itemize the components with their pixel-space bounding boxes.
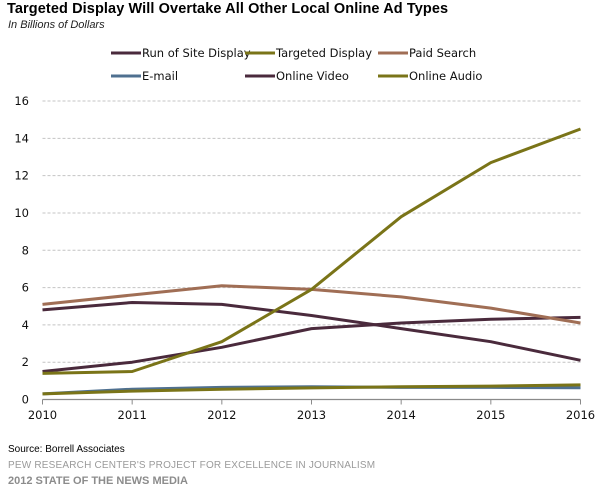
legend-label-run-of-site-display: Run of Site Display (142, 46, 251, 60)
chart-title: Targeted Display Will Overtake All Other… (7, 1, 449, 17)
legend-label-paid-search: Paid Search (409, 46, 476, 60)
series-line-run-of-site-display (42, 301, 581, 362)
series-line-online-video (42, 315, 581, 373)
y-tick-label: 0 (22, 393, 29, 407)
legend-label-online-audio: Online Audio (409, 69, 482, 83)
x-tick-label: 2010 (28, 408, 57, 422)
y-tick-label: 14 (14, 131, 29, 145)
y-tick-label: 12 (14, 169, 29, 183)
x-tick-label: 2015 (476, 408, 505, 422)
x-tick-label: 2016 (566, 408, 595, 422)
y-tick-label: 8 (22, 243, 29, 257)
legend: Run of Site Display Targeted Display Paid … (111, 46, 482, 83)
y-tick-label: 2 (22, 355, 29, 369)
report-credit: 2012 STATE OF THE NEWS MEDIA (8, 475, 188, 487)
chart-subtitle: In Billions of Dollars (8, 19, 105, 31)
x-axis-ticks: 2010 2011 2012 2013 2014 2015 2016 (28, 399, 595, 422)
series-line-targeted-display (42, 127, 582, 375)
y-tick-label: 16 (14, 94, 29, 108)
source-note: Source: Borrell Associates (8, 444, 125, 455)
x-tick-label: 2014 (387, 408, 416, 422)
legend-label-targeted-display: Targeted Display (275, 46, 372, 60)
legend-label-online-video: Online Video (276, 69, 349, 83)
series-lines (42, 127, 582, 396)
organization-credit: PEW RESEARCH CENTER'S PROJECT FOR EXCELL… (8, 460, 376, 471)
y-tick-label: 10 (14, 206, 29, 220)
y-tick-label: 4 (22, 318, 29, 332)
x-tick-label: 2012 (207, 408, 236, 422)
series-line-online-audio (42, 383, 581, 396)
y-axis-ticks: 0 2 4 6 8 10 12 14 16 (14, 94, 29, 407)
gridlines (42, 100, 581, 363)
y-tick-label: 6 (22, 281, 29, 295)
legend-label-e-mail: E-mail (142, 69, 178, 83)
x-tick-label: 2013 (297, 408, 326, 422)
x-tick-label: 2011 (118, 408, 147, 422)
